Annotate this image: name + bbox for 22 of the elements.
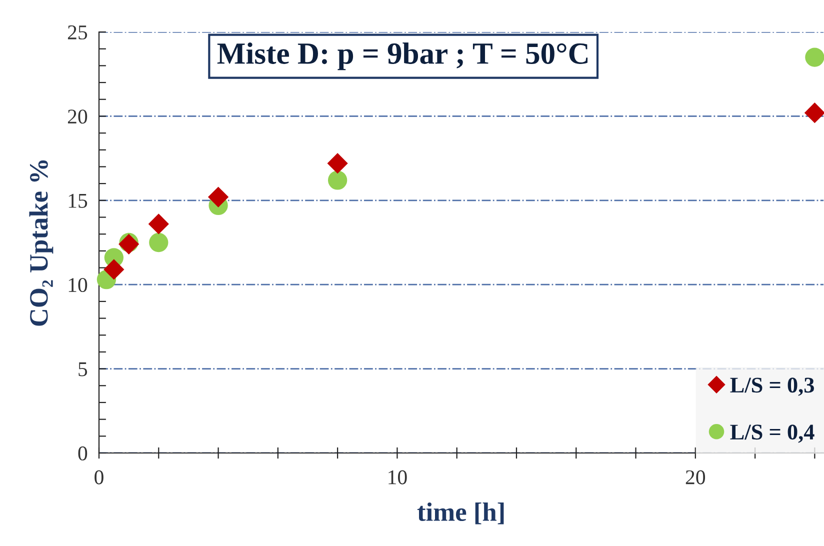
point bbox=[148, 214, 169, 234]
y-tick-label: 25 bbox=[68, 25, 88, 40]
point bbox=[104, 259, 124, 280]
x-tick-label: 10 bbox=[388, 470, 407, 484]
x-tick-label: 20 bbox=[686, 470, 706, 484]
y-tick-label: 5 bbox=[78, 362, 88, 376]
legend-label: L/S = 0,4 bbox=[730, 424, 814, 443]
point bbox=[804, 102, 824, 124]
point bbox=[149, 232, 168, 252]
y-tick-label: 0 bbox=[78, 446, 88, 460]
y-tick-label: 15 bbox=[68, 194, 88, 208]
point bbox=[208, 186, 229, 208]
point bbox=[328, 170, 348, 190]
chart-title: Miste D: p = 9bar ; T = 50°C bbox=[217, 42, 588, 70]
y-tick-label: 20 bbox=[68, 110, 88, 124]
legend-label: L/S = 0,3 bbox=[730, 378, 814, 396]
y-axis-title: CO₂ Uptake % bbox=[29, 160, 54, 326]
y-tick-label: 10 bbox=[68, 278, 88, 292]
point bbox=[327, 153, 348, 174]
point bbox=[805, 48, 824, 67]
x-axis-title: time [h] bbox=[417, 502, 504, 524]
x-tick-label: 0 bbox=[94, 470, 104, 484]
